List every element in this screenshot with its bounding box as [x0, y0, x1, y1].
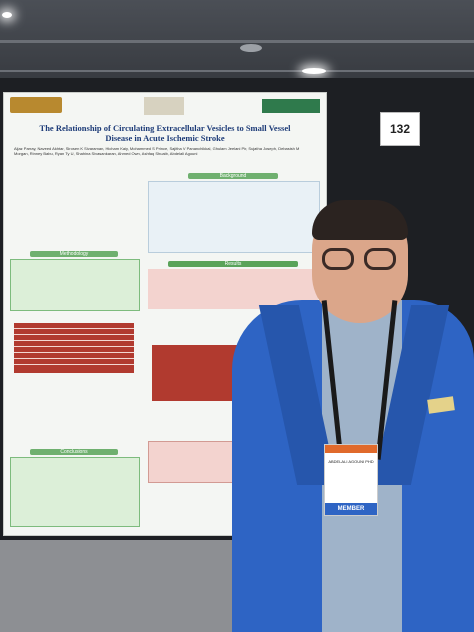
badge-name: ABDELALI AGOUNI PHD [328, 459, 374, 464]
conclusions-box [10, 457, 140, 527]
ceiling-truss [0, 70, 474, 72]
background-figure [148, 181, 320, 253]
conclusions-header: Conclusions [30, 449, 118, 455]
ceiling-light [2, 12, 12, 18]
poster-title: The Relationship of Circulating Extracel… [39, 123, 291, 143]
glasses-icon [322, 248, 398, 270]
ceiling-light [240, 44, 262, 52]
hair [312, 200, 408, 240]
ceiling-light [302, 68, 326, 74]
methodology-header: Methodology [30, 251, 118, 257]
name-badge: ABDELALI AGOUNI PHD MEMBER [324, 444, 378, 516]
intro-box [10, 173, 138, 245]
phenotyping-table [14, 323, 134, 373]
hospital-logo [262, 99, 320, 113]
board-number-card: 132 [380, 112, 420, 146]
institute-logo [144, 97, 184, 115]
ceiling-truss [0, 40, 474, 43]
poster-authors: Aijaz Parray, Naveed Akhtar, Sirosen K S… [14, 146, 300, 156]
poster-left-column: Methodology Conclusions [10, 173, 140, 528]
badge-header [325, 445, 377, 453]
university-logo [10, 97, 62, 113]
background-header: Background [188, 173, 278, 179]
badge-member-label: MEMBER [325, 503, 377, 515]
methodology-box [10, 259, 140, 311]
results-header: Results [168, 261, 298, 267]
